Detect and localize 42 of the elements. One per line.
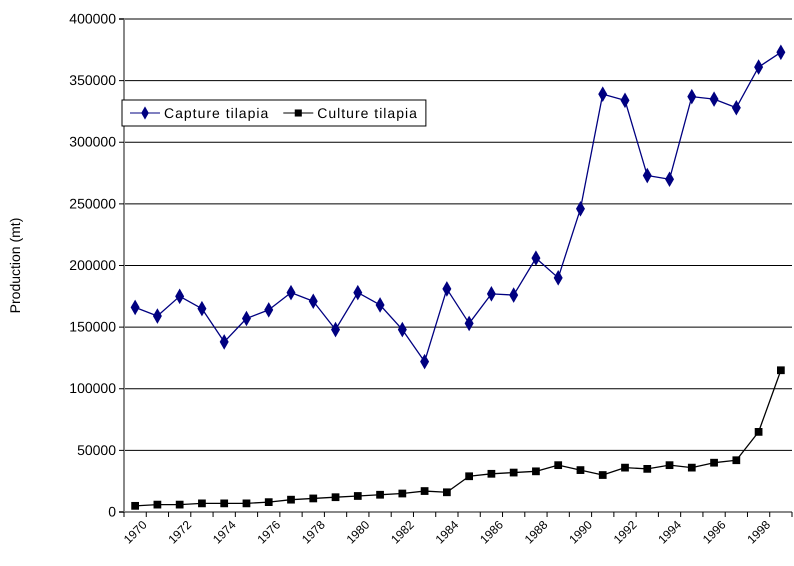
point	[510, 468, 518, 476]
point	[776, 366, 785, 374]
y-tick-label: 200000	[69, 256, 116, 273]
point	[442, 488, 451, 496]
point	[576, 466, 584, 474]
y-tick-label: 400000	[69, 10, 116, 26]
point	[688, 464, 696, 472]
legend-label: Culture tilapia	[317, 105, 418, 121]
y-tick-label: 0	[108, 503, 116, 520]
y-tick-label: 300000	[69, 134, 116, 150]
point	[488, 470, 496, 478]
point	[154, 500, 162, 508]
point	[398, 490, 406, 498]
y-tick-label: 250000	[69, 195, 116, 212]
point	[242, 500, 250, 508]
point	[264, 498, 273, 506]
point	[465, 472, 474, 480]
point	[732, 456, 740, 464]
point	[666, 461, 674, 470]
point	[376, 490, 384, 499]
y-tick-label: 150000	[69, 318, 116, 335]
point	[309, 494, 318, 502]
point	[621, 464, 629, 472]
point	[554, 461, 562, 470]
y-axis-title: Production (mt)	[7, 218, 23, 314]
point	[532, 467, 540, 476]
point	[220, 500, 228, 508]
y-tick-label: 50000	[77, 442, 116, 458]
point	[354, 492, 362, 500]
point	[420, 487, 428, 495]
point	[131, 502, 140, 510]
y-tick-label: 100000	[69, 380, 116, 396]
legend-label: Capture tilapia	[164, 105, 270, 121]
point	[176, 500, 184, 508]
point	[287, 496, 295, 504]
point	[754, 428, 762, 436]
point	[198, 500, 206, 508]
point	[598, 471, 607, 479]
point	[643, 464, 652, 473]
point	[332, 493, 340, 502]
point	[710, 458, 718, 467]
y-tick-label: 350000	[69, 72, 116, 88]
